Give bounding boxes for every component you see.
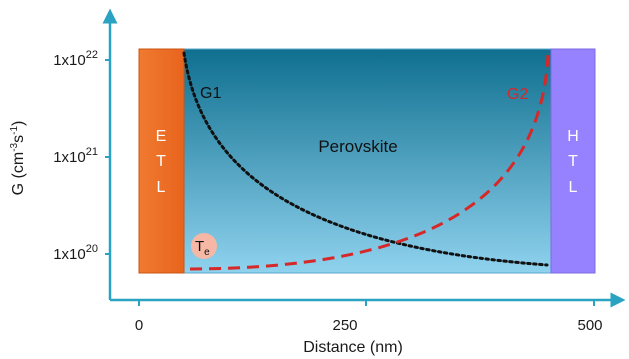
y-tick-label-22: 1x1022: [53, 49, 98, 69]
y-tick-label-21: 1x1021: [53, 146, 98, 166]
y-tick-label-20: 1x1020: [53, 243, 98, 263]
y-axis-title: G (cm-3s-1): [9, 121, 27, 196]
etl-layer: [138, 48, 185, 274]
etl-letter-3: L: [157, 179, 166, 196]
g1-label: G1: [200, 85, 221, 102]
g2-curve: [189, 54, 550, 271]
htl-letter-2: T: [568, 153, 578, 170]
te-main: T: [195, 238, 204, 255]
g1-curve: [182, 51, 549, 267]
perovskite-label: Perovskite: [318, 137, 397, 156]
x-tick-label-0: 0: [135, 317, 143, 334]
etl-letter-1: E: [156, 128, 167, 145]
htl-layer: [550, 48, 596, 274]
te-label: Te: [195, 238, 210, 258]
etl-letter-2: T: [156, 153, 166, 170]
g2-label: G2: [507, 86, 528, 103]
htl-letter-1: H: [567, 128, 579, 145]
x-axis-title: Distance (nm): [303, 339, 403, 356]
te-circle: [191, 233, 217, 259]
perovskite-layer: [182, 48, 553, 274]
x-tick-label-250: 250: [332, 317, 357, 334]
htl-letter-3: L: [569, 179, 578, 196]
te-sub: e: [204, 247, 210, 258]
x-tick-label-500: 500: [577, 317, 602, 334]
